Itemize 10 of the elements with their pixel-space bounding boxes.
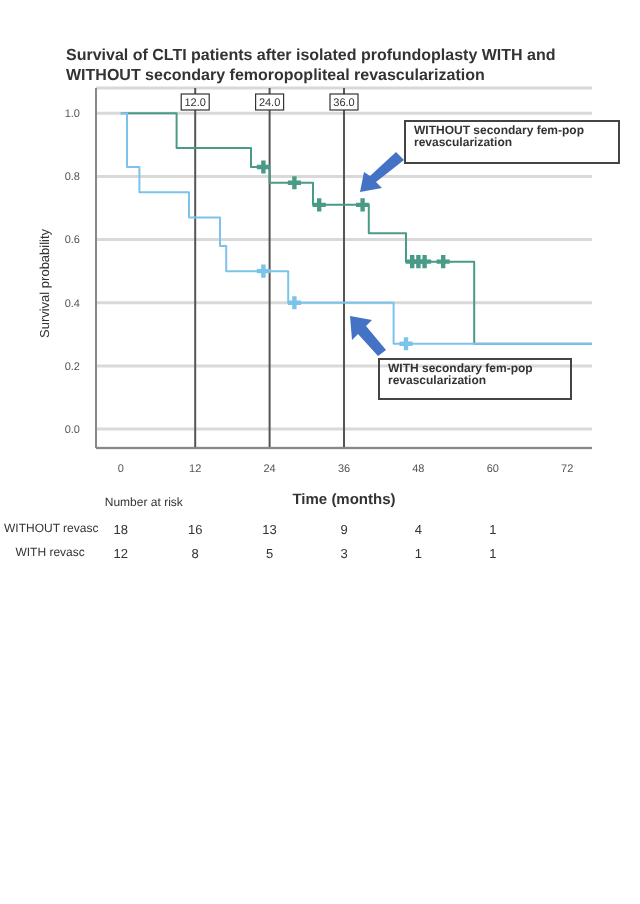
point bbox=[399, 337, 413, 351]
point bbox=[418, 255, 432, 269]
point bbox=[312, 198, 326, 212]
chart-title: Survival of CLTI patients after isolated profundoplasty WITH and WITHOUT secondary femoropopliteal revascularization bbox=[66, 46, 558, 86]
point bbox=[436, 255, 450, 269]
point bbox=[287, 296, 301, 310]
point bbox=[287, 176, 301, 190]
point bbox=[256, 160, 270, 174]
point bbox=[256, 264, 270, 278]
point bbox=[356, 198, 370, 212]
